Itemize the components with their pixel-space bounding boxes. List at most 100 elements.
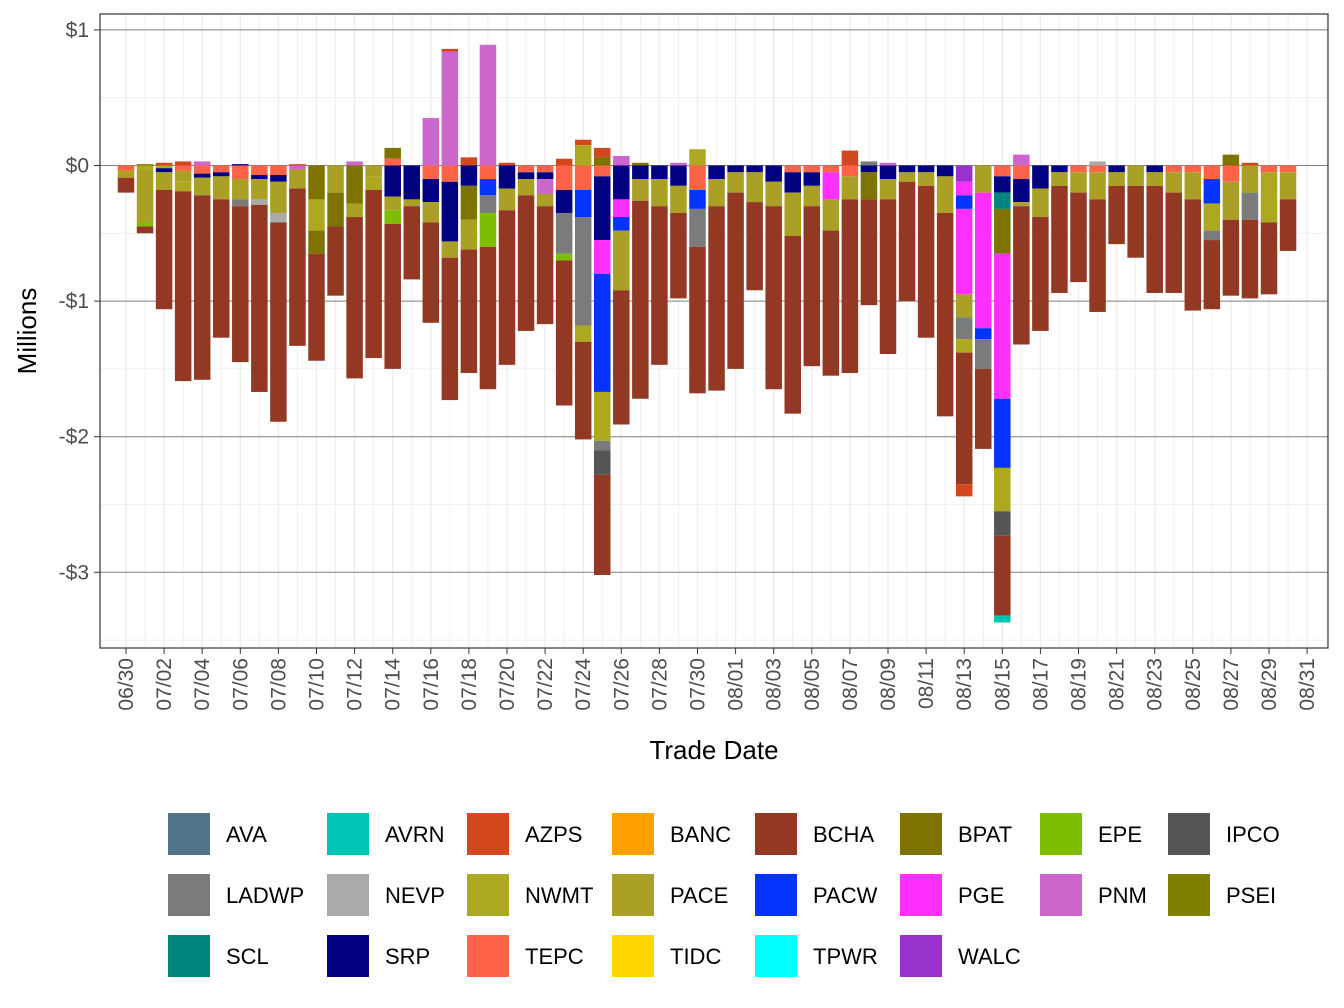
y-tick-label: $0: [66, 155, 89, 178]
bar-segment-pace: [1051, 172, 1068, 186]
legend-key-ladwp: [168, 874, 210, 916]
bar-segment-bcha: [498, 210, 516, 365]
bar-segment-bcha: [270, 222, 287, 422]
legend-key-pnm: [1040, 874, 1082, 916]
bar-segment-nwmt: [365, 176, 382, 190]
bar-segment-azps: [841, 150, 859, 166]
bar-segment-pacw: [994, 398, 1011, 468]
bar-segment-bcha: [1260, 222, 1278, 295]
bar-08-19: [1070, 165, 1087, 283]
bar-segment-bcha: [822, 230, 840, 376]
bar-07-21: [517, 165, 535, 331]
x-tick-label: 07/16: [420, 658, 443, 711]
bar-08-15: [994, 165, 1011, 623]
bar-segment-nwmt: [689, 149, 706, 166]
bar-segment-pace: [232, 179, 249, 200]
legend-item-banc: BANC: [612, 813, 731, 855]
bar-07-23: [555, 158, 573, 406]
bar-07-10: [308, 165, 325, 361]
bar-segment-pace: [898, 172, 916, 182]
legend-key-banc: [612, 813, 654, 855]
bar-07-24: [574, 139, 592, 440]
legend-key-bcha: [755, 813, 797, 855]
bar-segment-bcha: [784, 236, 801, 414]
bar-segment-bcha: [975, 368, 992, 449]
x-tick-label: 07/08: [267, 658, 290, 711]
y-tick-label: -$1: [59, 290, 89, 313]
bar-segment-tepc: [822, 165, 840, 173]
bar-segment-tepc: [1203, 165, 1221, 180]
x-tick-label: 08/19: [1068, 658, 1091, 711]
x-tick-label: 07/02: [153, 658, 176, 711]
bar-segment-tepc: [441, 165, 459, 182]
x-tick-label: 08/03: [763, 658, 786, 711]
y-axis-title: Millions: [12, 288, 42, 375]
bar-segment-azps: [460, 157, 478, 166]
bar-08-04: [784, 165, 801, 414]
legend-item-pnm: PNM: [1040, 874, 1147, 916]
bar-segment-ladwp: [1241, 192, 1259, 220]
bar-segment-nwmt: [955, 339, 973, 353]
legend-label-tpwr: TPWR: [813, 944, 878, 969]
bar-segment-tepc: [574, 165, 592, 190]
y-tick-label: -$2: [59, 426, 89, 449]
bar-segment-bcha: [479, 246, 497, 390]
legend-label-nwmt: NWMT: [525, 883, 593, 908]
legend-item-pace: PACE: [612, 874, 728, 916]
x-tick-label: 07/14: [382, 658, 405, 711]
bar-segment-pge: [975, 192, 992, 329]
bar-segment-nwmt: [308, 199, 325, 231]
bar-segment-bcha: [708, 206, 725, 391]
legend-item-nevp: NEVP: [327, 874, 445, 916]
bar-07-09: [289, 164, 306, 346]
bar-segment-scl: [994, 192, 1011, 209]
bar-segment-ladwp: [479, 195, 497, 213]
bar-segment-tepc: [994, 165, 1011, 177]
bar-segment-walc: [955, 165, 973, 182]
bar-segment-tepc: [251, 165, 268, 175]
bar-segment-bcha: [213, 199, 230, 338]
legend-label-epe: EPE: [1098, 822, 1142, 847]
x-tick-label: 07/28: [648, 658, 671, 711]
bar-segment-srp: [536, 172, 554, 180]
bar-segment-srp: [994, 176, 1011, 193]
bar-segment-pace: [708, 179, 725, 207]
bar-segment-srp: [270, 174, 287, 182]
bar-08-13: [955, 165, 973, 497]
bar-08-25: [1184, 165, 1202, 311]
x-tick-label: 08/31: [1296, 658, 1319, 711]
legend-key-walc: [900, 935, 942, 977]
legend-label-walc: WALC: [958, 944, 1021, 969]
bar-segment-pacw: [689, 189, 706, 209]
legend-label-banc: BANC: [670, 822, 731, 847]
bar-08-26: [1203, 165, 1221, 310]
bar-segment-pge: [955, 208, 973, 295]
x-tick-label: 08/15: [991, 658, 1014, 711]
bar-segment-srp: [498, 165, 516, 189]
legend-label-tidc: TIDC: [670, 944, 721, 969]
bar-segment-nwmt: [594, 391, 611, 441]
bar-08-22: [1127, 165, 1144, 258]
legend-item-walc: WALC: [900, 935, 1021, 977]
bar-segment-ladwp: [860, 161, 878, 166]
bar-segment-tepc: [384, 158, 401, 166]
bar-segment-bcha: [936, 212, 954, 417]
bar-segment-nevp: [270, 212, 287, 223]
bar-segment-tepc: [594, 165, 611, 177]
x-tick-label: 08/25: [1182, 658, 1205, 711]
bar-segment-tepc: [1260, 165, 1278, 173]
bar-segment-pace: [460, 219, 478, 250]
x-tick-label: 08/11: [915, 658, 938, 709]
bar-07-17: [441, 48, 459, 401]
bar-07-28: [651, 165, 668, 365]
legend-key-ava: [168, 813, 210, 855]
bar-segment-bcha: [517, 195, 535, 331]
bar-08-27: [1222, 154, 1240, 296]
legend-label-scl: SCL: [226, 944, 269, 969]
x-tick-label: 08/07: [839, 658, 862, 711]
legend-key-ipco: [1168, 813, 1210, 855]
bar-segment-pace: [422, 202, 440, 223]
legend-key-pace: [612, 874, 654, 916]
bar-08-14: [975, 165, 992, 449]
bar-07-29: [670, 162, 687, 299]
